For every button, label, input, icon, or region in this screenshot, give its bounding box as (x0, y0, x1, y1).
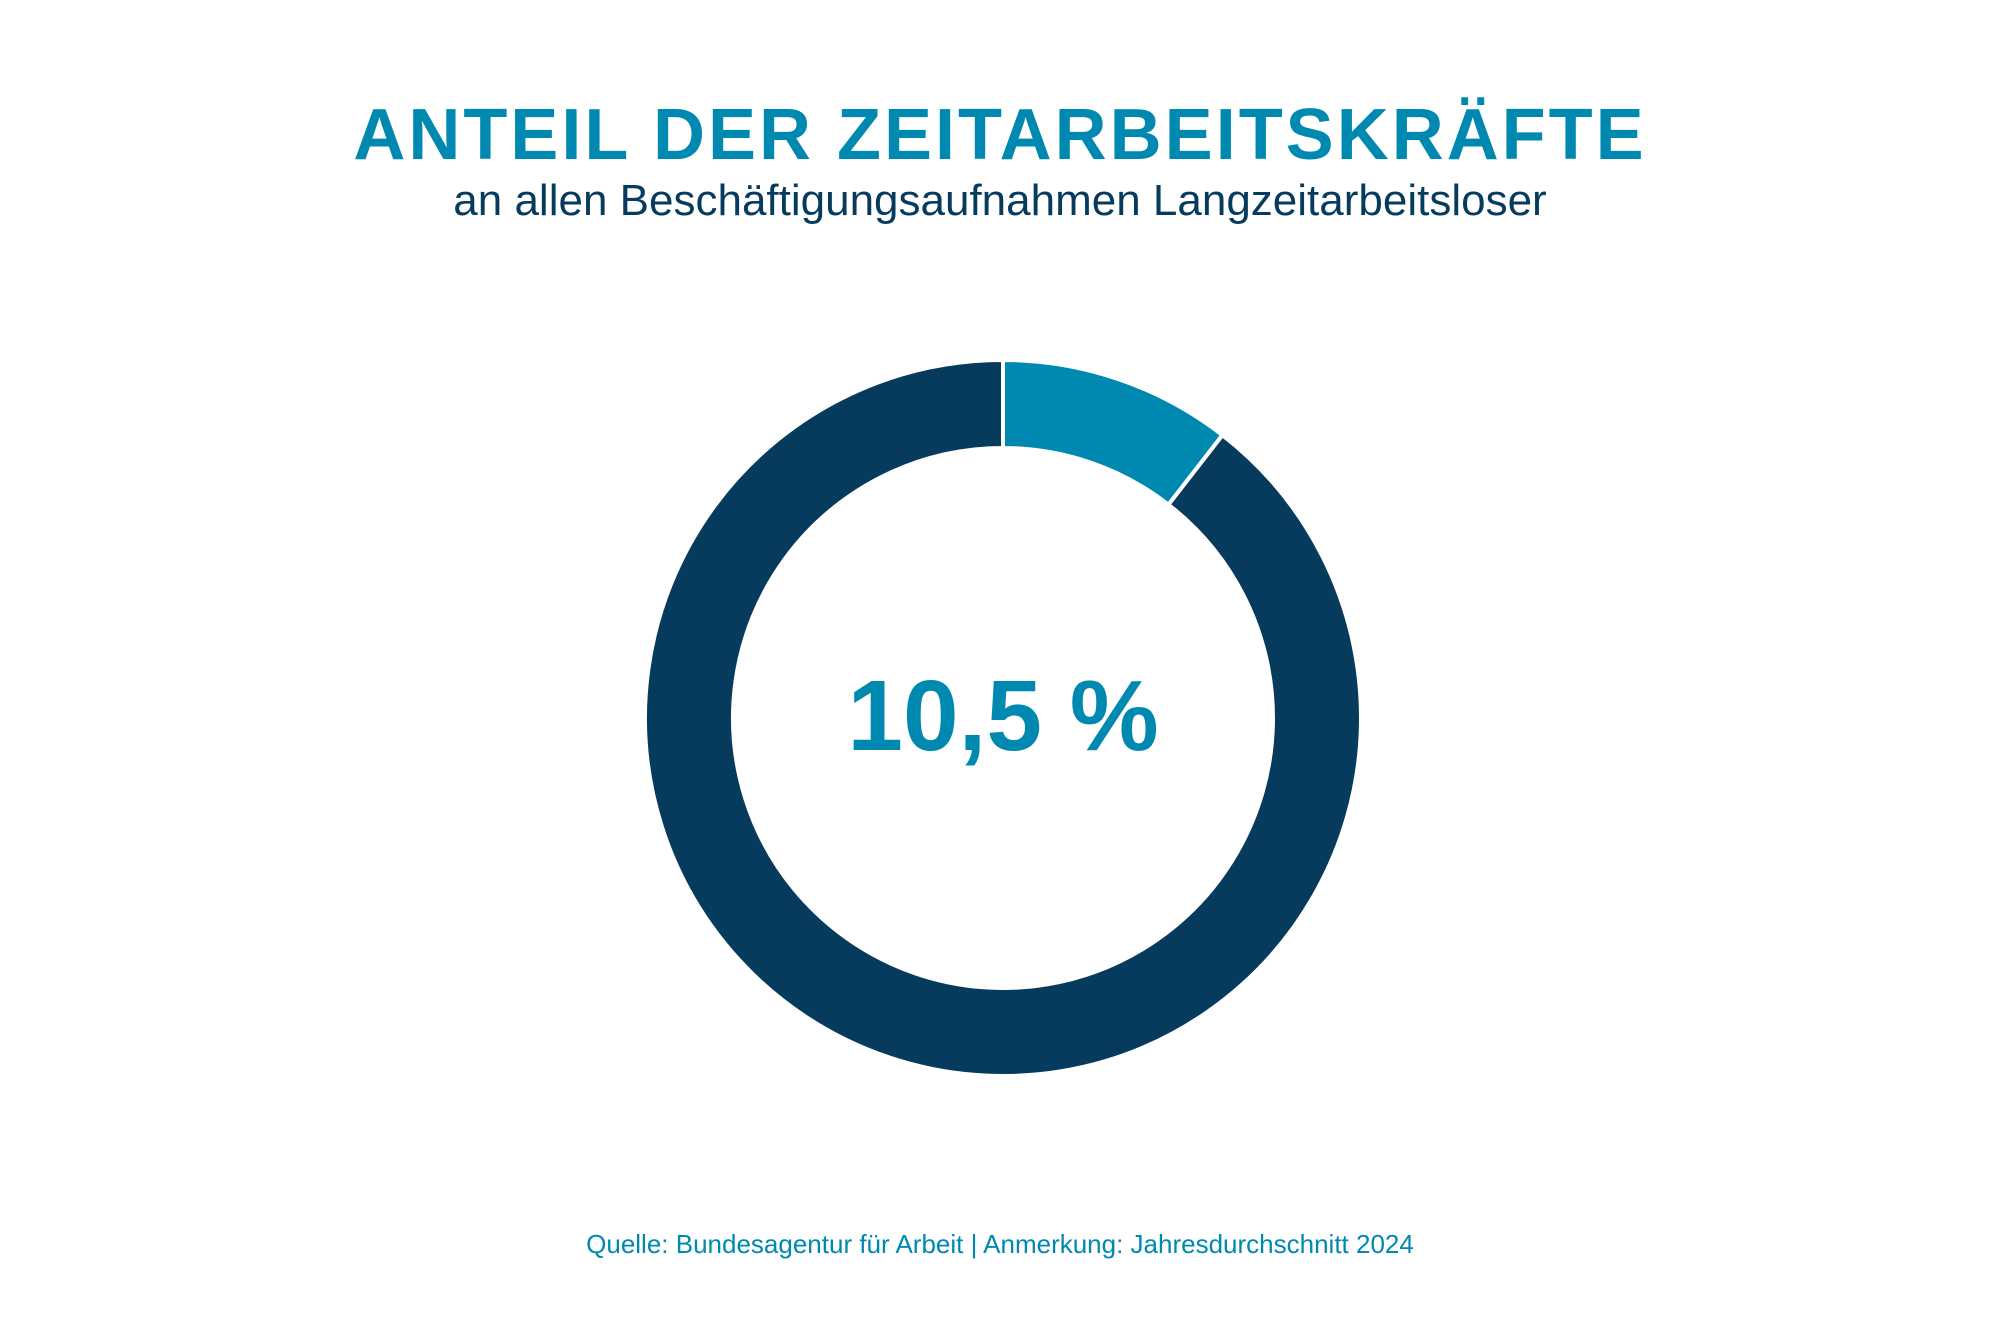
chart-subtitle: an allen Beschäftigungsaufnahmen Langzei… (453, 176, 1547, 225)
chart-title: ANTEIL DER ZEITARBEITSKRÄFTE (353, 95, 1647, 175)
donut-slice-2 (643, 357, 1363, 1078)
center-value-label: 10,5 % (847, 660, 1158, 772)
donut-slices (643, 357, 1363, 1078)
source-note: Quelle: Bundesagentur für Arbeit | Anmer… (586, 1229, 1414, 1259)
